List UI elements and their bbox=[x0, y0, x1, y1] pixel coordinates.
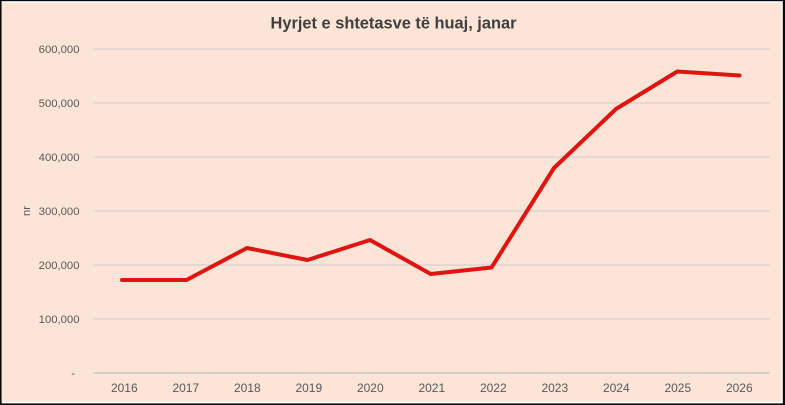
svg-text:2017: 2017 bbox=[172, 381, 199, 395]
svg-text:600,000: 600,000 bbox=[39, 44, 80, 56]
svg-text:-: - bbox=[71, 368, 75, 380]
svg-text:2016: 2016 bbox=[111, 381, 138, 395]
svg-text:500,000: 500,000 bbox=[39, 98, 80, 110]
svg-text:400,000: 400,000 bbox=[39, 152, 80, 164]
svg-text:2026: 2026 bbox=[726, 381, 753, 395]
svg-text:2018: 2018 bbox=[234, 381, 261, 395]
svg-text:2020: 2020 bbox=[357, 381, 384, 395]
svg-text:2023: 2023 bbox=[541, 381, 568, 395]
svg-text:2024: 2024 bbox=[603, 381, 630, 395]
svg-text:Hyrjet e shtetasve të huaj, ja: Hyrjet e shtetasve të huaj, janar bbox=[271, 15, 518, 33]
svg-text:2025: 2025 bbox=[664, 381, 691, 395]
svg-text:2021: 2021 bbox=[418, 381, 445, 395]
svg-text:2022: 2022 bbox=[480, 381, 507, 395]
svg-text:100,000: 100,000 bbox=[39, 314, 80, 326]
svg-text:200,000: 200,000 bbox=[39, 260, 80, 272]
svg-text:2019: 2019 bbox=[295, 381, 322, 395]
svg-text:300,000: 300,000 bbox=[39, 206, 80, 218]
svg-text:nr: nr bbox=[21, 206, 33, 216]
